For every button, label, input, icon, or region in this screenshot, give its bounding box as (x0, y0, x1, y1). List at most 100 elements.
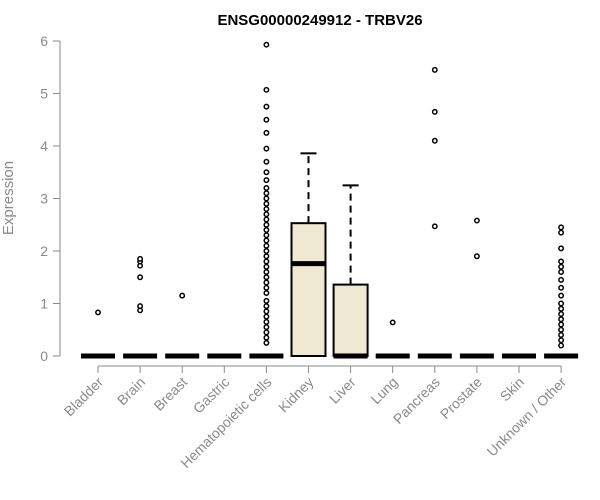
outlier-point (263, 313, 270, 320)
box-liver (332, 184, 369, 359)
outlier-point (263, 303, 270, 310)
outlier-point (263, 232, 270, 239)
outlier-point (558, 311, 565, 317)
box-bladder (81, 309, 115, 359)
y-tick-label: 0 (40, 348, 48, 364)
box-pancreas (417, 66, 452, 359)
outlier-point (263, 318, 270, 325)
outlier-point (95, 309, 101, 316)
outlier-point (263, 185, 270, 191)
outlier-point (263, 158, 270, 165)
y-tick-label: 6 (40, 33, 48, 49)
chart-title: ENSG00000249912 - TRBV26 (217, 12, 422, 29)
y-tick-label: 4 (40, 138, 48, 154)
outlier-point (263, 206, 270, 212)
outlier-point (558, 245, 565, 252)
outlier-point (263, 297, 270, 304)
outlier-point (263, 177, 270, 184)
outlier-point (263, 329, 270, 336)
x-tick-label: Pancreas (390, 374, 443, 427)
outlier-point (558, 342, 565, 349)
box-series (81, 41, 579, 359)
box-unknown-other (544, 224, 579, 359)
outlier-point (263, 129, 270, 136)
y-tick-label: 5 (40, 86, 48, 102)
outlier-point (263, 227, 270, 233)
outlier-point (263, 169, 270, 176)
outlier-point (263, 324, 270, 331)
outlier-point (558, 326, 565, 333)
outlier-point (263, 284, 270, 291)
outlier-point (263, 190, 270, 197)
outlier-point (263, 211, 270, 218)
outlier-point (263, 237, 270, 244)
box-hematopoietic-cells (249, 41, 284, 359)
outlier-point (263, 86, 270, 93)
x-tick-label: Skin (497, 374, 528, 405)
outlier-point (137, 255, 144, 262)
y-tick-label: 3 (40, 191, 48, 207)
outlier-point (263, 216, 270, 223)
outlier-point (263, 308, 270, 315)
outlier-point (558, 332, 565, 338)
outlier-point (263, 339, 270, 346)
outlier-point (558, 269, 565, 275)
box-kidney (290, 152, 327, 357)
outlier-point (558, 300, 565, 307)
x-tick-label: Unknown / Other (484, 374, 570, 460)
x-tick-label: Liver (326, 374, 359, 407)
outlier-point (263, 145, 270, 152)
y-axis: 0 1 2 3 4 5 6 (40, 33, 61, 364)
y-tick-label: 1 (40, 296, 48, 312)
box-breast (165, 292, 200, 359)
box-lung (375, 319, 410, 359)
x-tick-label: Breast (150, 374, 190, 414)
outlier-point (263, 269, 270, 275)
outlier-point (263, 41, 270, 48)
outlier-point (263, 116, 270, 123)
y-axis-label: Expression (0, 161, 17, 235)
outlier-point (558, 284, 565, 291)
outlier-point (473, 217, 480, 224)
y-tick-label: 2 (40, 243, 48, 259)
x-tick-label: Bladder (61, 374, 107, 420)
outlier-point (137, 274, 144, 281)
box-prostate (459, 217, 494, 359)
outlier-point (179, 292, 186, 299)
outlier-point (558, 337, 565, 344)
outlier-point (263, 195, 270, 202)
outlier-point (137, 303, 144, 310)
outlier-point (263, 274, 270, 281)
outlier-point (263, 290, 270, 296)
x-tick-label: Prostate (437, 374, 485, 422)
x-tick-label: Kidney (275, 374, 317, 416)
outlier-point (558, 229, 565, 236)
outlier-point (263, 221, 270, 228)
outlier-point (558, 258, 565, 265)
outlier-point (558, 292, 565, 299)
outlier-point (431, 108, 438, 115)
outlier-point (431, 223, 438, 230)
outlier-point (558, 316, 565, 323)
outlier-point (473, 253, 480, 260)
outlier-point (263, 200, 270, 207)
x-tick-label: Brain (114, 374, 148, 408)
box-brain (123, 255, 158, 359)
outlier-point (263, 253, 270, 260)
outlier-point (389, 319, 396, 326)
outlier-point (558, 224, 565, 231)
x-tick-label: Lung (367, 374, 400, 407)
box-body (290, 222, 327, 357)
outlier-point (431, 137, 438, 144)
outlier-point (558, 321, 565, 328)
outlier-point (558, 263, 565, 270)
outlier-point (558, 305, 565, 312)
outlier-point (263, 334, 270, 341)
outlier-point (558, 276, 565, 283)
outlier-point (263, 263, 270, 270)
outlier-point (263, 242, 270, 249)
box-body (332, 283, 369, 358)
outlier-point (431, 66, 438, 73)
